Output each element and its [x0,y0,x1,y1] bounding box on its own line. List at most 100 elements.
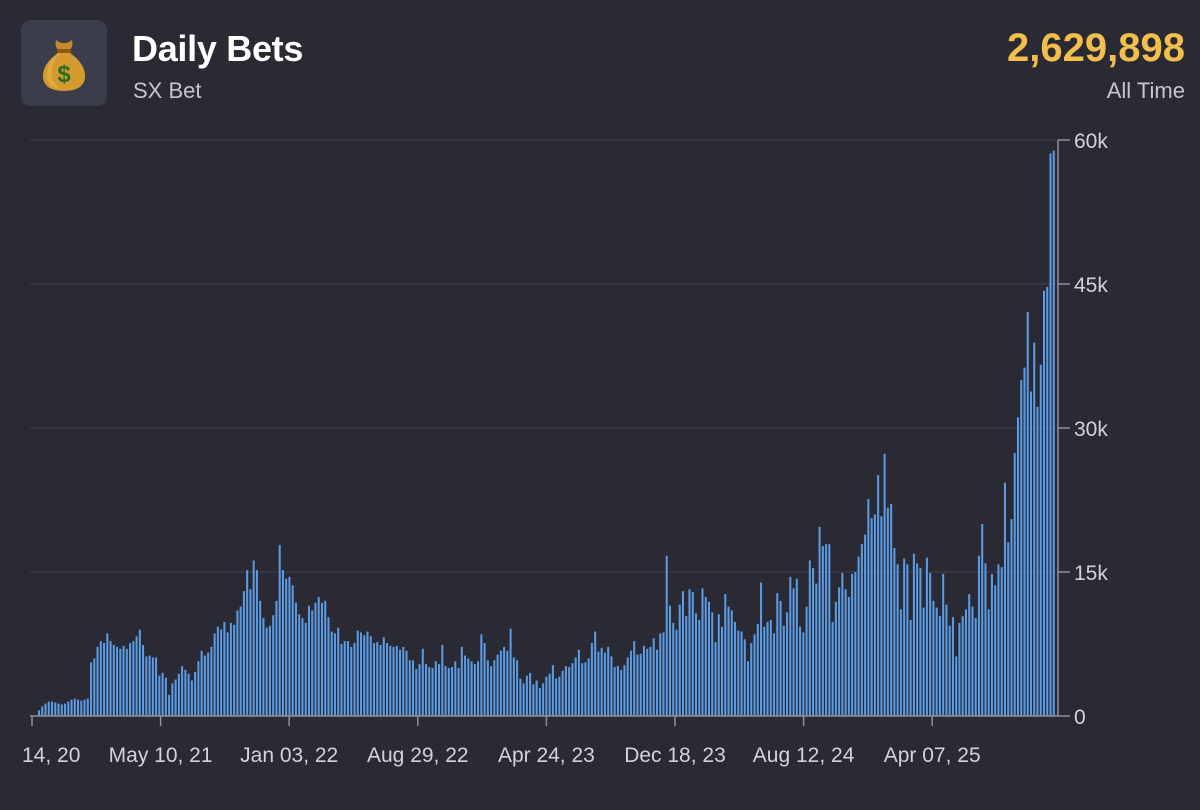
bar [503,646,506,716]
bar [418,664,421,716]
bar [519,678,522,716]
bar [551,665,554,716]
bar [483,643,486,716]
bar [246,570,249,716]
bar [340,644,343,716]
bar [538,688,541,716]
bar [51,701,54,716]
bar [242,591,245,716]
bar [477,661,480,716]
bar [779,600,782,716]
bar [194,671,197,716]
bar [945,604,948,716]
bar [694,613,697,716]
bar [815,583,818,716]
bar [707,601,711,716]
bar [281,570,284,716]
bar [252,560,255,716]
bar [106,633,109,716]
bar [662,632,665,716]
bar [590,643,593,716]
bar [392,646,395,716]
bar [1049,153,1052,716]
bar [730,610,733,716]
bar [971,606,974,716]
bar [529,672,532,716]
bar [506,650,509,716]
bar [909,620,912,716]
bar [373,643,376,716]
money-bag-icon: $ [42,40,86,91]
bar [912,553,915,716]
bar [834,601,837,716]
bar [672,622,675,716]
bar [184,669,187,716]
bar [99,641,102,716]
bar [490,666,493,716]
bar [890,503,893,716]
bar [665,555,668,716]
bar [812,568,815,716]
bar [1029,391,1032,716]
bar [942,573,945,716]
bar [259,600,262,716]
bar [285,578,288,716]
bar [516,660,519,716]
bar [636,654,639,716]
bar [112,644,115,716]
bar [542,683,545,716]
bar [1000,567,1003,716]
x-tick-label: Dec 18, 23 [624,744,726,767]
bar [701,588,704,716]
bar [955,656,958,716]
bar [278,545,281,716]
bar [880,516,883,716]
bar [493,660,496,716]
bar [125,648,128,716]
bar [522,683,525,716]
x-tick-label: Apr 07, 25 [884,744,981,767]
bar [805,606,808,716]
bar [584,662,587,716]
bar [47,701,50,716]
bar [70,699,73,716]
bar [974,618,977,716]
bar [268,625,271,716]
bar [467,658,470,716]
bar [249,589,252,716]
total-label: All Time [1106,78,1185,103]
bar [685,616,688,716]
bar [197,661,200,716]
bar [545,676,548,716]
bar [990,573,993,716]
bar [633,641,636,716]
bar [821,546,824,716]
bar [698,620,701,716]
bar [899,609,902,716]
bar [600,647,603,716]
bar [860,544,863,716]
bar [655,649,658,716]
bar [981,524,984,716]
bar [984,563,987,716]
money-bag-icon-tile: $ [21,20,107,106]
bar [408,660,411,716]
bar [41,706,44,716]
bar [571,663,574,716]
bar [561,670,564,716]
bar [132,641,135,716]
chart-axes [30,139,1070,726]
bar [83,699,86,716]
chart-bars [38,150,1055,716]
bar [714,642,717,716]
y-tick-label: 45k [1074,274,1108,297]
bar [190,680,193,716]
bar [298,614,301,716]
bar [333,633,336,716]
bar [460,646,463,716]
bar [968,594,971,716]
bar [236,610,239,716]
bar [838,587,841,716]
y-tick-label: 15k [1074,562,1108,585]
bar [623,665,626,716]
